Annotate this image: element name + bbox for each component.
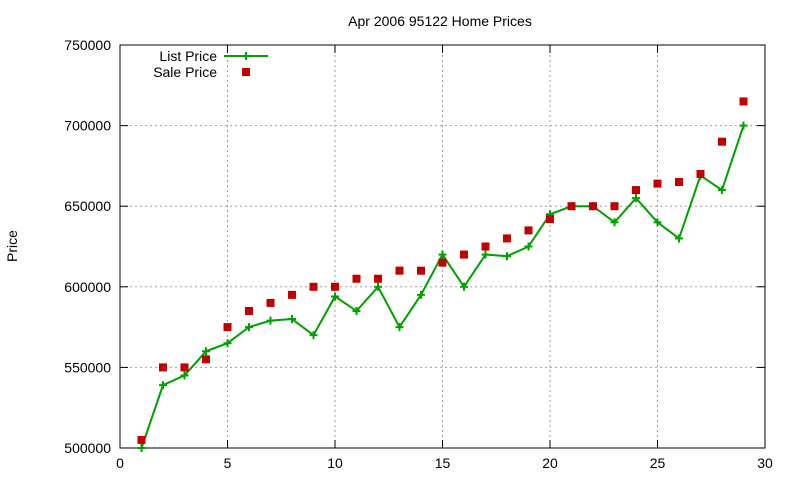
y-tick-label: 750000	[64, 37, 111, 53]
x-tick-label: 15	[435, 455, 451, 471]
sale-price-point	[438, 258, 447, 267]
list-price-point	[481, 250, 490, 259]
legend-label-list-price: List Price	[159, 48, 217, 64]
list-price-point	[675, 234, 683, 243]
sale-price-point	[460, 250, 468, 259]
list-price-point	[503, 252, 511, 261]
sale-price-point	[524, 226, 533, 235]
sale-price-point	[610, 202, 619, 211]
x-tick-label: 25	[650, 455, 666, 471]
list-price-point	[245, 323, 253, 332]
chart-title: Apr 2006 95122 Home Prices	[348, 13, 532, 29]
sale-price-point	[589, 202, 597, 211]
sale-price-point	[352, 274, 361, 283]
sale-price-point	[632, 186, 640, 195]
sale-price-point	[696, 169, 705, 178]
list-price-point	[137, 444, 146, 452]
y-tick-label: 600000	[64, 279, 111, 295]
sale-price-point	[395, 266, 404, 275]
x-tick-label: 0	[116, 455, 124, 471]
y-tick-label: 500000	[64, 440, 111, 456]
list-price-point	[610, 218, 619, 227]
x-tick-label: 5	[224, 455, 232, 471]
list-price-point	[395, 323, 404, 332]
legend-label-sale-price: Sale Price	[153, 64, 217, 80]
sale-price-point	[718, 137, 726, 146]
sale-price-point	[675, 178, 683, 187]
sale-price-point	[374, 274, 382, 283]
list-price-point	[438, 250, 447, 259]
list-price-point	[718, 186, 726, 195]
list-price-point	[417, 290, 425, 299]
sale-price-point	[331, 282, 339, 291]
list-price-point	[352, 306, 361, 315]
sale-price-point	[266, 298, 275, 307]
x-tick-label: 30	[757, 455, 773, 471]
list-price-point	[223, 339, 232, 348]
list-price-point	[374, 282, 382, 291]
sale-price-point	[288, 290, 296, 299]
x-tick-label: 10	[327, 455, 343, 471]
y-axis-label: Price	[4, 230, 20, 262]
sale-price-point	[223, 323, 232, 332]
sale-price-point	[653, 179, 662, 188]
legend: List Price Sale Price	[153, 48, 268, 80]
list-price-point	[309, 331, 318, 340]
list-price-point	[739, 121, 748, 130]
sale-price-point	[481, 242, 490, 251]
sale-price-point	[417, 266, 425, 275]
list-price-point	[202, 347, 210, 356]
sale-price-point	[309, 282, 318, 291]
x-tick-label: 20	[542, 455, 558, 471]
sale-price-point	[202, 355, 210, 364]
y-tick-label: 550000	[64, 359, 111, 375]
sale-price-point	[546, 215, 554, 224]
list-price-point	[460, 282, 468, 291]
list-price-point	[266, 316, 275, 325]
list-price-point	[331, 292, 339, 301]
y-tick-label: 650000	[64, 198, 111, 214]
list-price-point	[159, 381, 167, 390]
list-price-point	[288, 315, 296, 324]
grid	[120, 45, 765, 448]
axis-ticks: 0 5 10 15 20 25 30 500000 550000 600000 650000 7000…	[64, 37, 773, 471]
sale-price-point	[567, 202, 576, 211]
sale-price-point	[503, 234, 511, 243]
sale-price-point	[739, 97, 748, 106]
sale-price-point	[245, 306, 253, 315]
sale-price-point	[137, 435, 146, 444]
list-price-point	[632, 194, 640, 203]
sale-price-point	[180, 363, 189, 372]
legend-sample-sale-price	[242, 68, 250, 76]
list-price-point	[180, 371, 189, 380]
list-price-point	[524, 242, 533, 251]
y-tick-label: 700000	[64, 118, 111, 134]
list-price-point	[653, 218, 662, 227]
series-layer	[137, 97, 748, 452]
sale-price-point	[159, 363, 167, 372]
